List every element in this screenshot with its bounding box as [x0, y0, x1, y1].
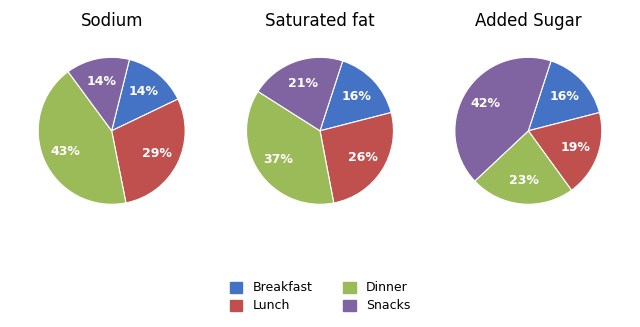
Wedge shape — [320, 112, 394, 203]
Title: Saturated fat: Saturated fat — [265, 12, 375, 30]
Wedge shape — [475, 131, 572, 204]
Text: 19%: 19% — [561, 141, 591, 154]
Wedge shape — [68, 57, 129, 131]
Title: Added Sugar: Added Sugar — [475, 12, 582, 30]
Wedge shape — [111, 99, 185, 203]
Wedge shape — [529, 61, 600, 131]
Text: 16%: 16% — [550, 90, 580, 103]
Wedge shape — [529, 112, 602, 190]
Text: 42%: 42% — [471, 97, 501, 111]
Wedge shape — [320, 61, 391, 131]
Wedge shape — [38, 72, 126, 204]
Legend: Breakfast, Lunch, Dinner, Snacks: Breakfast, Lunch, Dinner, Snacks — [225, 277, 415, 318]
Wedge shape — [111, 60, 178, 131]
Text: 14%: 14% — [129, 85, 159, 98]
Wedge shape — [246, 92, 334, 204]
Text: 16%: 16% — [342, 90, 372, 103]
Wedge shape — [258, 57, 342, 131]
Text: 37%: 37% — [264, 153, 293, 165]
Text: 43%: 43% — [51, 145, 81, 158]
Text: 21%: 21% — [288, 77, 318, 90]
Text: 23%: 23% — [509, 174, 538, 187]
Text: 29%: 29% — [141, 147, 172, 160]
Wedge shape — [455, 57, 551, 181]
Title: Sodium: Sodium — [81, 12, 143, 30]
Text: 26%: 26% — [348, 151, 378, 164]
Text: 14%: 14% — [87, 75, 117, 88]
